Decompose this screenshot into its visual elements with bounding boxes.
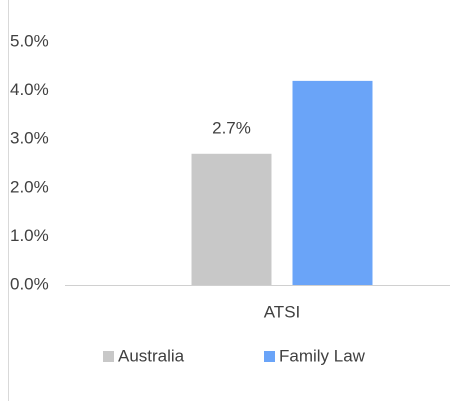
x-tick-label: ATSI	[264, 302, 301, 321]
legend-swatch	[103, 351, 114, 362]
y-tick-label: 4.0%	[10, 80, 49, 99]
bar	[191, 153, 272, 285]
y-tick-label: 0.0%	[10, 274, 49, 293]
data-label: 2.7%	[212, 118, 251, 137]
y-tick-label: 1.0%	[10, 226, 49, 245]
legend-swatch	[264, 351, 275, 362]
y-tick-label: 3.0%	[10, 129, 49, 148]
legend-label: Family Law	[279, 346, 366, 365]
y-tick-label: 2.0%	[10, 177, 49, 196]
bar	[292, 80, 373, 285]
legend-label: Australia	[118, 346, 185, 365]
y-tick-label: 5.0%	[10, 31, 49, 50]
